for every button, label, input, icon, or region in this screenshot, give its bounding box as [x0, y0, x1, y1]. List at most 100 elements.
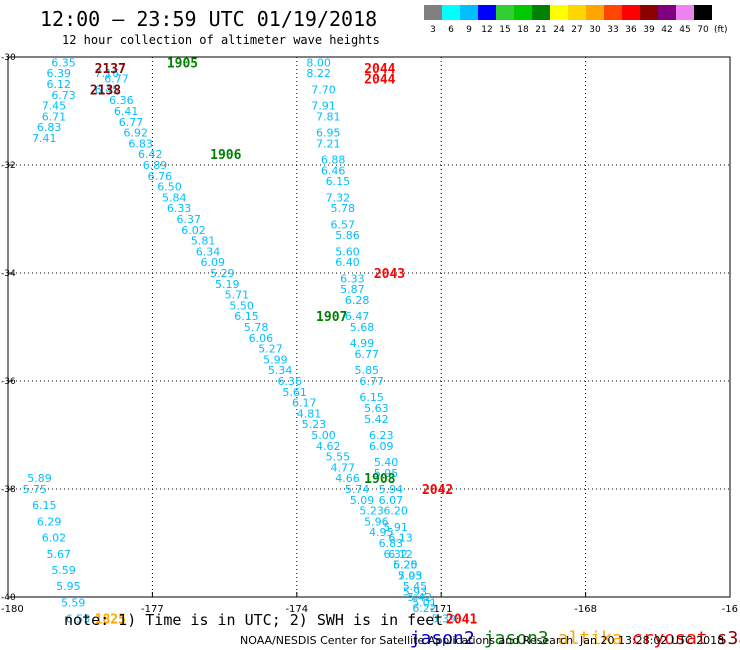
colorbar-swatch	[658, 5, 676, 20]
map-frame	[7, 56, 731, 598]
satellite-legend: jason2 jason3 altika cryosat s3a	[388, 607, 740, 649]
wave-height-value: 6.83	[379, 537, 404, 550]
longitude-label: -177	[141, 604, 164, 615]
wave-height-value: 5.68	[350, 321, 375, 334]
pass-time-label: 2044	[364, 62, 395, 77]
longitude-label: -180	[1, 604, 24, 615]
wave-height-value: 6.22	[412, 602, 437, 615]
wave-height-value: 5.19	[215, 278, 240, 291]
wave-height-value: 6.34	[196, 245, 221, 258]
wave-height-value: 6.77	[355, 348, 380, 361]
pass-time-label: 2043	[374, 267, 405, 282]
colorbar-label: 15	[499, 25, 510, 35]
wave-height-value: 5.20	[393, 559, 418, 572]
wave-height-value: 6.53	[66, 613, 91, 626]
wave-height-value: 6.15	[234, 310, 259, 323]
wave-height-value: 6.77	[104, 73, 128, 86]
wave-height-value: 5.74	[345, 483, 370, 496]
wave-height-value: 7.91	[311, 100, 336, 113]
wave-height-value: 4.81	[297, 407, 322, 420]
colorbar-label: 9	[466, 25, 472, 35]
wave-height-value: 6.15	[326, 175, 351, 188]
colorbar-label: 6	[448, 25, 454, 35]
wave-height-value: 6.77	[359, 375, 384, 388]
wave-height-value: 5.60	[335, 245, 360, 258]
wave-height-value: 5.95	[56, 580, 80, 593]
wave-height-colorbar: 3 6 9 12 15 18 21 24 27 30 33 36 39 42 45 70 (ft)	[424, 5, 728, 35]
wave-height-value: 6.45	[95, 83, 120, 96]
wave-height-value: 5.42	[408, 591, 433, 604]
wave-height-value: 5.42	[364, 413, 389, 426]
wave-height-value: 5.78	[330, 202, 355, 215]
wave-height-value: 6.29	[37, 515, 62, 528]
legend-jason3: jason3	[483, 628, 549, 649]
wave-height-value: 6.32	[383, 548, 408, 561]
colorbar-label: 27	[571, 25, 582, 35]
colorbar-swatch	[478, 5, 496, 20]
wave-height-value: 6.02	[181, 224, 206, 237]
wave-height-value: 5.78	[244, 321, 269, 334]
wave-height-value: 6.73	[51, 89, 76, 102]
wave-height-value: 7.32	[326, 191, 351, 204]
wave-height-value: 6.37	[176, 213, 201, 226]
map-subtitle: 12 hour collection of altimeter wave hei…	[62, 33, 380, 47]
wave-height-value: 5.27	[258, 343, 283, 356]
latitude-label: -40	[1, 593, 16, 603]
pass-time-label: 1907	[316, 310, 347, 325]
wave-height-value: 6.06	[249, 332, 274, 345]
wave-height-value: 5.99	[263, 353, 288, 366]
wave-height-value: 8.00	[306, 56, 331, 69]
wave-height-value: 7.70	[311, 83, 336, 96]
wave-height-value: 6.47	[345, 310, 370, 323]
wave-height-value: 4.66	[335, 472, 360, 485]
colorbar-label: 21	[535, 25, 546, 35]
credit-line: NOAA/NESDIS Center for Satellite Applica…	[240, 634, 574, 647]
longitude-label: -174	[285, 604, 308, 615]
wave-height-value: 7.21	[316, 137, 341, 150]
colorbar-label: 12	[481, 25, 492, 35]
latitude-label: -36	[1, 377, 16, 387]
wave-height-value: 5.23	[359, 505, 384, 518]
colorbar-label: 45	[679, 25, 690, 35]
colorbar-swatch	[442, 5, 460, 20]
wave-height-value: 6.50	[157, 181, 182, 194]
wave-height-value: 5.85	[355, 364, 380, 377]
colorbar-swatch	[514, 5, 532, 20]
latitude-label: -38	[1, 485, 16, 495]
wave-height-value: 5.40	[374, 456, 399, 469]
wave-height-value: 5.00	[311, 429, 336, 442]
wave-height-value: 7.45	[42, 100, 66, 113]
wave-height-value: 5.67	[47, 548, 72, 561]
colorbar-swatch	[676, 5, 694, 20]
wave-height-value: 5.84	[162, 191, 187, 204]
wave-height-value: 5.23	[302, 418, 327, 431]
wave-height-value: 5.75	[22, 483, 47, 496]
wave-height-value: 5.95	[374, 467, 399, 480]
wave-height-value: 7.03	[398, 569, 423, 582]
wave-height-value: 5.29	[210, 267, 235, 280]
pass-time-label: 1825	[95, 613, 126, 628]
legend-s3a: s3a	[716, 628, 740, 649]
wave-height-value: 6.33	[340, 272, 365, 285]
wave-height-value: 6.12	[388, 548, 413, 561]
wave-height-value: 6.42	[138, 148, 163, 161]
colorbar-swatch	[424, 5, 442, 20]
colorbar-swatch	[496, 5, 514, 20]
wave-height-value: 6.36	[278, 375, 303, 388]
latitude-label: -30	[1, 53, 16, 63]
colorbar-swatch	[460, 5, 478, 20]
map-axis-labels: -30 -32 -34 -36 -38 -40-180 -177 -174 -171 -168 -1…	[1, 53, 738, 615]
wave-height-value: 4.99	[350, 337, 375, 350]
legend-altika: altika	[557, 628, 623, 649]
colorbar-label: 18	[517, 25, 529, 35]
wave-height-value: 5.39	[432, 613, 457, 626]
wave-height-value: 5.63	[364, 402, 389, 415]
wave-height-value: 6.17	[292, 397, 317, 410]
pass-time-label: 2042	[422, 483, 453, 498]
wave-height-value: 6.12	[47, 78, 72, 91]
wave-height-value: 5.55	[326, 451, 351, 464]
wave-height-value: 6.39	[47, 67, 72, 80]
pass-time-label: 2044	[364, 73, 395, 88]
wave-height-value: 5.93	[403, 586, 428, 599]
wave-height-value: 5.09	[350, 494, 375, 507]
